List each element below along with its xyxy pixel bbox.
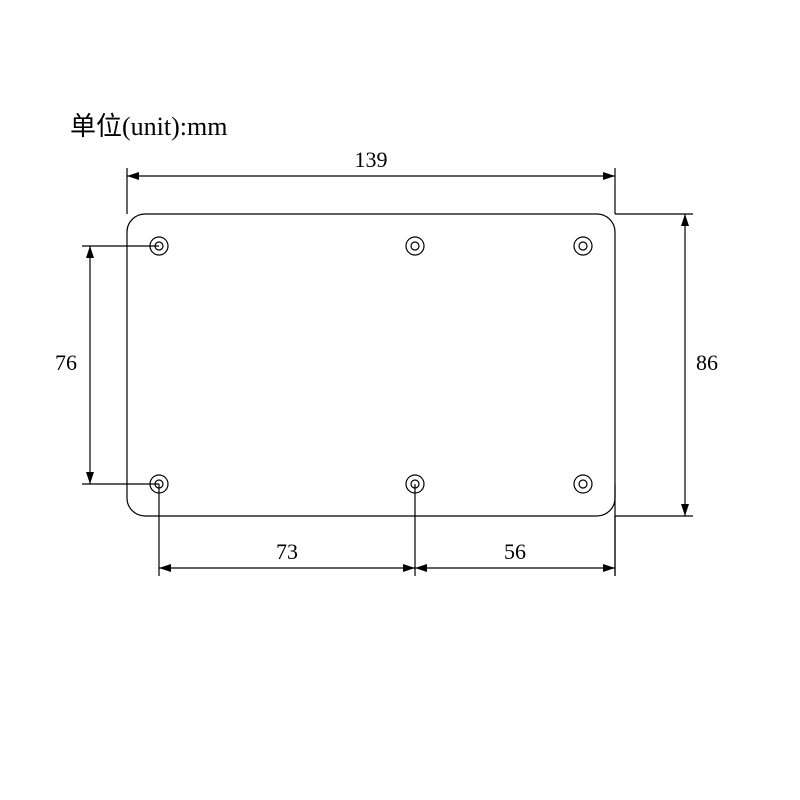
panel-outline [127,214,615,516]
arrowhead-icon [681,214,689,226]
dimension-value: 139 [355,147,388,172]
hole-outer-top-mid [406,237,424,255]
dimension-value: 76 [55,350,77,375]
arrowhead-icon [603,564,615,572]
hole-inner-top-mid [411,242,419,250]
arrowhead-icon [415,564,427,572]
arrowhead-icon [86,472,94,484]
hole-outer-bot-right [574,475,592,493]
arrowhead-icon [681,504,689,516]
dimension-value: 73 [276,539,298,564]
hole-inner-bot-right [579,480,587,488]
hole-outer-top-right [574,237,592,255]
dimension-value: 86 [696,350,718,375]
arrowhead-icon [403,564,415,572]
dimension-value: 56 [504,539,526,564]
dimension-lines: 139 86 76 73 56 [55,147,718,576]
arrowhead-icon [159,564,171,572]
mounting-holes [150,237,592,493]
arrowhead-icon [127,172,139,180]
arrowhead-icon [86,246,94,258]
technical-drawing: 单位(unit):mm 139 86 76 73 56 [0,0,800,800]
unit-label: 单位(unit):mm [70,112,227,141]
hole-inner-top-right [579,242,587,250]
arrowhead-icon [603,172,615,180]
